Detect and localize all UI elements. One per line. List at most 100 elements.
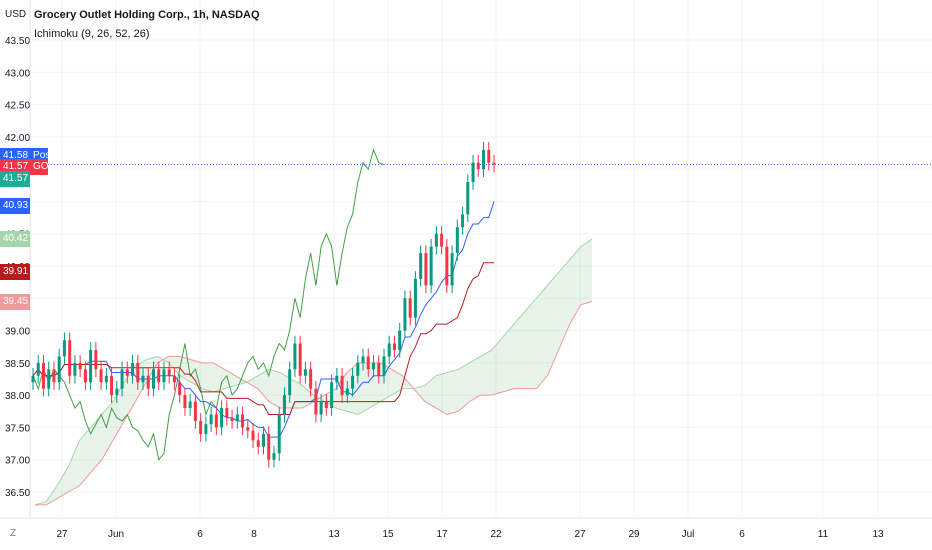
price-label-value: 40.93 — [3, 199, 29, 211]
candle-body — [429, 246, 433, 286]
candle-body — [424, 253, 428, 286]
candle-body — [466, 182, 470, 215]
candle-body — [68, 340, 72, 376]
candle-body — [387, 343, 391, 357]
candle-body — [440, 233, 444, 247]
candle-body — [413, 278, 417, 318]
x-tick-label: 13 — [328, 529, 340, 540]
price-label-value: 40.42 — [3, 232, 29, 244]
candle-body — [351, 375, 355, 389]
x-tick-label: 6 — [197, 529, 203, 540]
candle-body — [94, 349, 98, 370]
candle-body — [178, 382, 182, 396]
candle-body — [445, 246, 449, 286]
x-tick-label: 22 — [490, 529, 502, 540]
candle-body — [319, 401, 323, 415]
x-tick-label: 13 — [872, 529, 884, 540]
x-tick-label: 27 — [574, 529, 586, 540]
y-tick-label: 43.00 — [5, 68, 30, 79]
candle-body — [392, 343, 396, 350]
price-label-value: 41.57 — [3, 172, 29, 184]
candle-body — [372, 362, 376, 370]
candle-body — [314, 388, 318, 415]
candle-body — [199, 420, 203, 434]
candle-body — [146, 375, 150, 389]
indicator-legend[interactable]: Ichimoku (9, 26, 52, 26) — [34, 28, 150, 40]
price-label: 41.57 — [0, 170, 30, 187]
y-tick-label: 42.50 — [5, 101, 30, 112]
candle-body — [398, 330, 402, 350]
price-label-value: 39.45 — [3, 295, 29, 307]
x-tick-label: Jul — [682, 529, 695, 540]
candle-body — [471, 162, 475, 183]
candle-body — [277, 414, 281, 454]
candle-body — [120, 369, 124, 389]
y-tick-label: 37.50 — [5, 423, 30, 434]
candle-body — [151, 369, 155, 389]
candle-body — [335, 375, 339, 383]
candle-body — [434, 233, 438, 247]
candle-body — [57, 356, 61, 383]
lagging-span — [32, 148, 385, 461]
candle-body — [36, 362, 40, 376]
candle-body — [345, 388, 349, 396]
candle-body — [162, 369, 166, 383]
candle-body — [303, 369, 307, 376]
candle-body — [31, 375, 35, 383]
leading-span-a — [34, 238, 593, 506]
candle-body — [235, 414, 239, 421]
candle-body — [125, 369, 129, 376]
candle-body — [188, 401, 192, 409]
candle-body — [172, 375, 176, 383]
candle-body — [324, 401, 328, 409]
candle-body — [157, 369, 161, 383]
price-label: 39.45 — [0, 293, 30, 310]
candle-body — [476, 162, 480, 170]
price-label-tag: GO — [33, 160, 49, 172]
candle-body — [256, 440, 260, 447]
base-line — [32, 262, 494, 416]
x-tick-label: 29 — [628, 529, 640, 540]
candle-body — [183, 395, 187, 409]
candle-body — [298, 343, 302, 376]
candle-body — [220, 408, 224, 428]
zoom-reset-button[interactable]: Z — [10, 528, 17, 539]
candle-body — [62, 340, 66, 357]
y-tick-label: 39.00 — [5, 327, 30, 338]
x-tick-label: 11 — [818, 529, 829, 540]
chart-title[interactable]: Grocery Outlet Holding Corp., 1h, NASDAQ — [34, 9, 260, 21]
price-label: 40.93 — [0, 197, 30, 214]
candle-body — [377, 362, 381, 376]
price-label: 40.42 — [0, 230, 30, 247]
y-tick-label: 37.00 — [5, 456, 30, 467]
candle-body — [73, 362, 77, 376]
candle-body — [366, 356, 370, 370]
x-tick-label: 8 — [251, 529, 257, 540]
symbol-title: Grocery Outlet Holding Corp., 1h, NASDAQ — [34, 9, 260, 21]
price-label-value: 41.58 — [3, 150, 29, 162]
candle-body — [403, 298, 407, 331]
price-label: 39.91 — [0, 263, 30, 280]
candle-body — [141, 375, 145, 383]
candle-body — [209, 414, 213, 425]
price-label-value: 41.57 — [3, 160, 29, 172]
candle-body — [408, 298, 412, 318]
candle-body — [52, 369, 56, 383]
candle-body — [225, 408, 229, 418]
currency-label: USD — [5, 9, 27, 20]
candle-body — [455, 227, 459, 254]
candle-body — [487, 149, 491, 163]
candle-body — [361, 356, 365, 363]
x-tick-label: 6 — [739, 529, 745, 540]
candle-body — [272, 453, 276, 460]
price-label-value: 39.91 — [3, 265, 29, 277]
candle-body — [136, 362, 140, 383]
candle-body — [193, 401, 197, 421]
candle-body — [214, 414, 218, 428]
candle-body — [41, 362, 45, 389]
candle-body — [330, 382, 334, 409]
candle-body — [78, 362, 82, 370]
candle-body — [282, 395, 286, 415]
candle-body — [99, 369, 103, 383]
